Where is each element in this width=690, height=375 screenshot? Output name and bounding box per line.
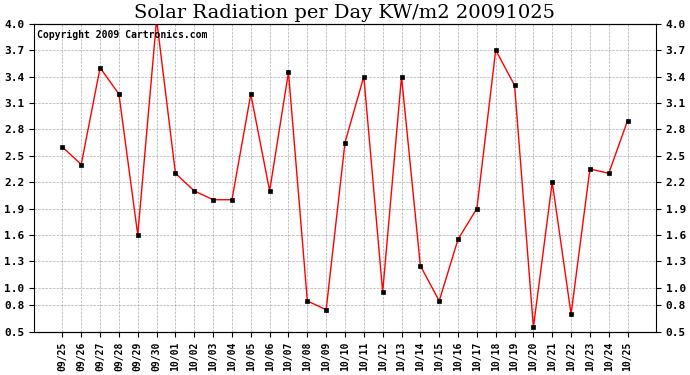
Text: Copyright 2009 Cartronics.com: Copyright 2009 Cartronics.com [37,30,208,40]
Title: Solar Radiation per Day KW/m2 20091025: Solar Radiation per Day KW/m2 20091025 [135,4,555,22]
